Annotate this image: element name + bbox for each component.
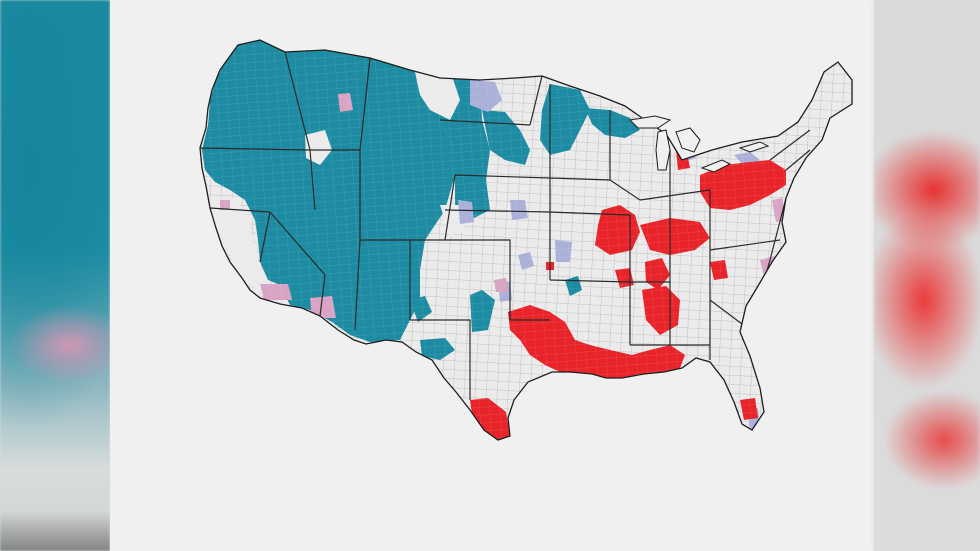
county-overlay (200, 40, 852, 440)
us-county-map (199, 39, 853, 441)
map-panel (110, 0, 874, 551)
state-borders (200, 51, 811, 400)
blurred-left-panel (0, 0, 110, 551)
great-lakes (628, 115, 770, 173)
blurred-right-panel (874, 0, 980, 551)
